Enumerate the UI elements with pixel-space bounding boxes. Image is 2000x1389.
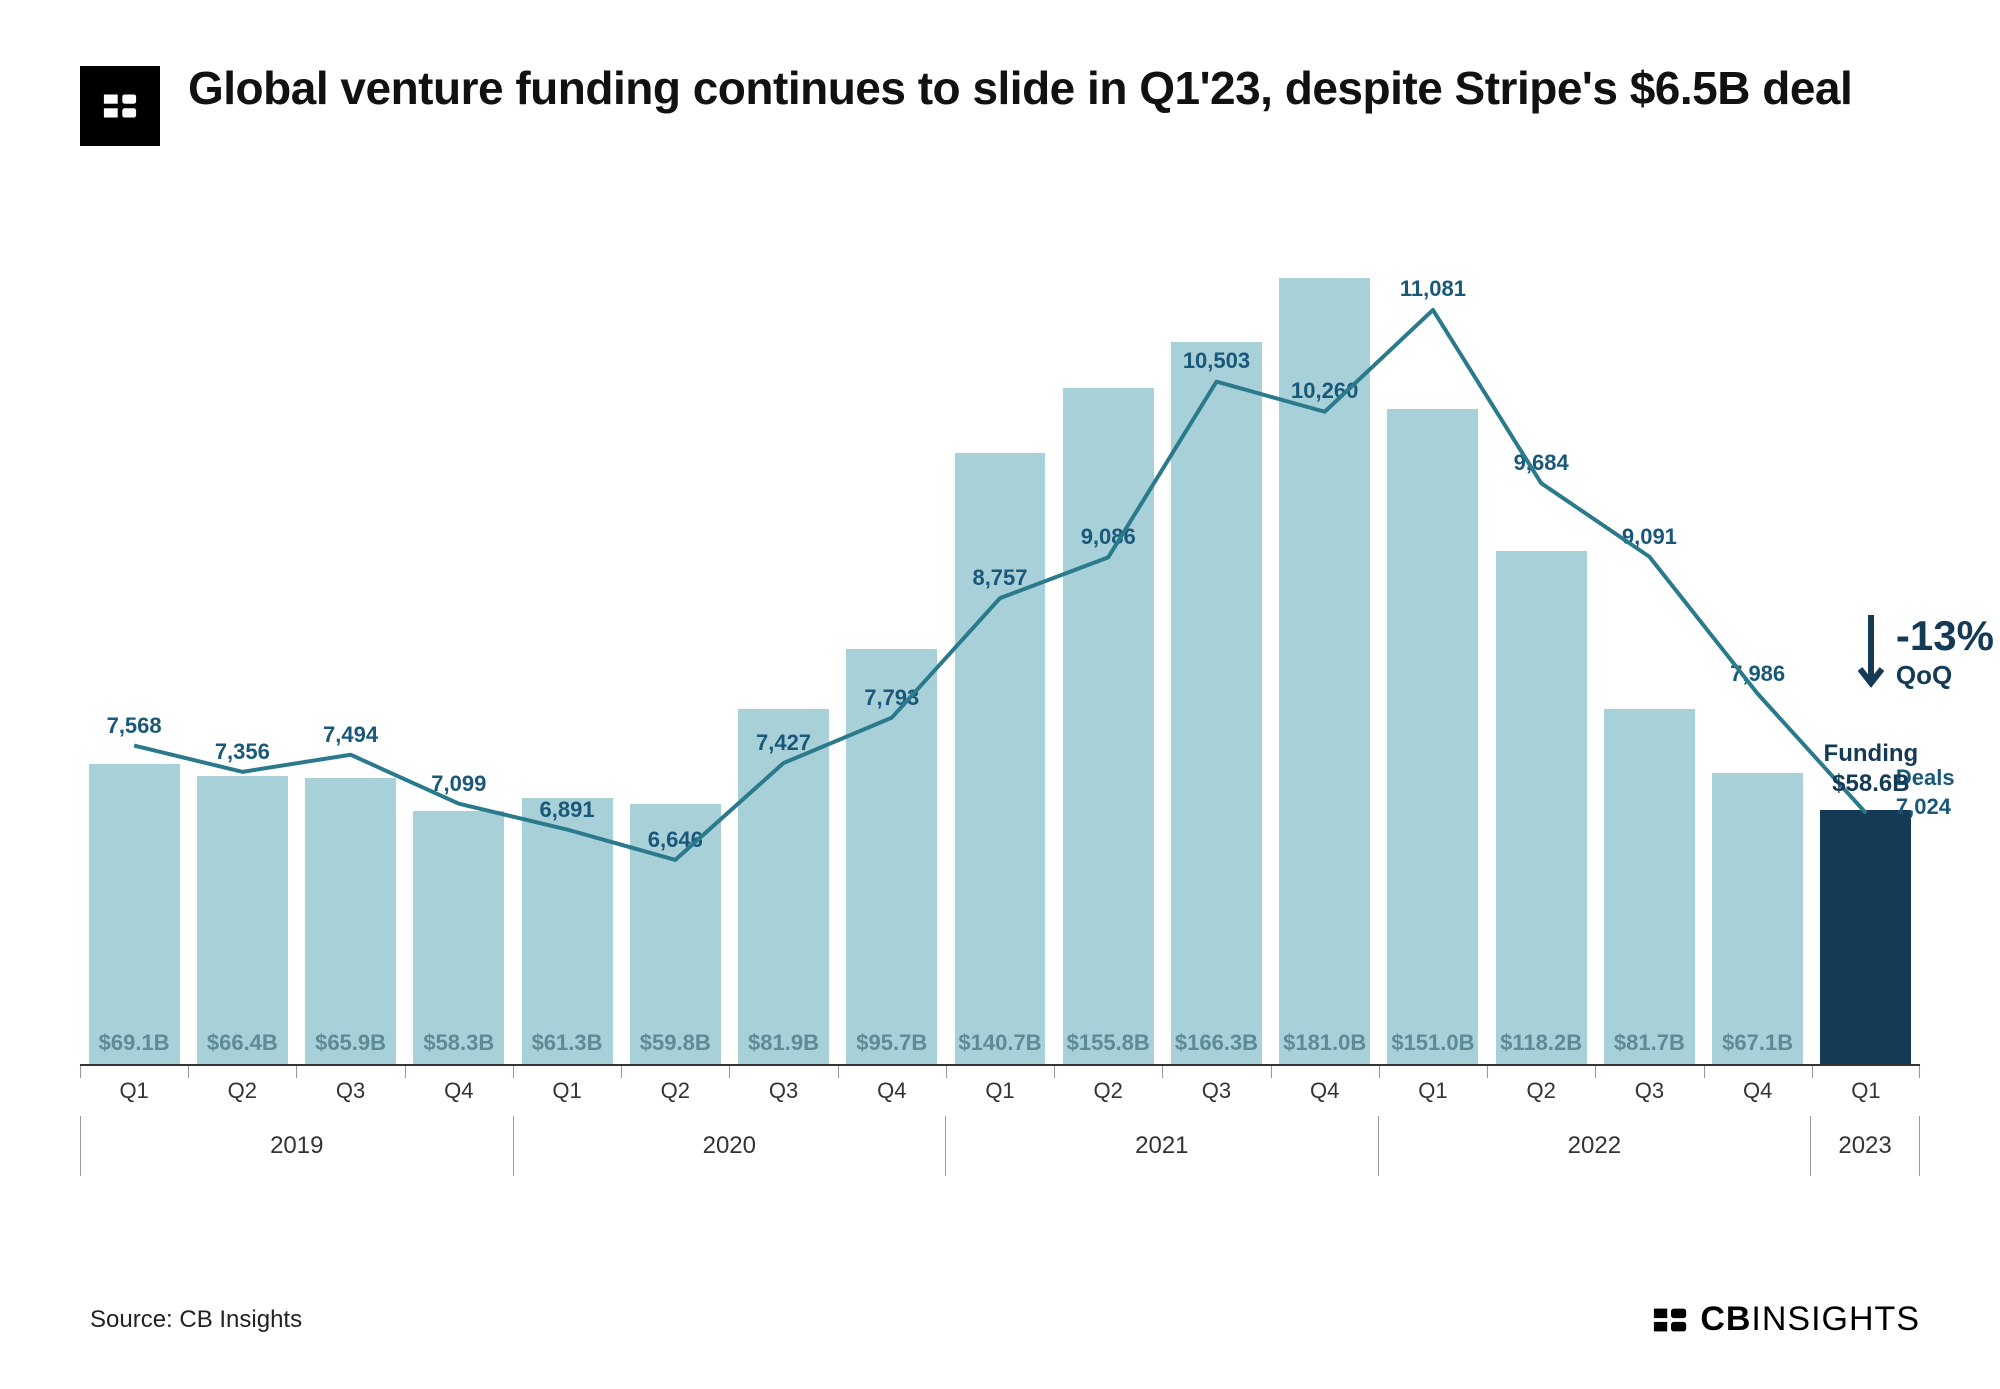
bar-value-label: $58.3B bbox=[413, 1030, 504, 1056]
bar-value-label: $67.1B bbox=[1712, 1030, 1803, 1056]
bar-slot: $155.8B 9,086 bbox=[1054, 196, 1162, 1064]
bar-slot: $66.4B 7,356 bbox=[188, 196, 296, 1064]
bar-slot: $181.0B 10,260 bbox=[1271, 196, 1379, 1064]
x-quarter-label: Q4 bbox=[1271, 1066, 1379, 1116]
x-quarter-label: Q3 bbox=[1595, 1066, 1703, 1116]
x-quarter-label: Q2 bbox=[1487, 1066, 1595, 1116]
bar-value-label: $69.1B bbox=[89, 1030, 180, 1056]
deal-value-label: 9,684 bbox=[1487, 450, 1595, 476]
x-year-label: 2020 bbox=[513, 1116, 946, 1176]
x-quarter-label: Q2 bbox=[1054, 1066, 1162, 1116]
bar: $81.9B bbox=[738, 709, 829, 1064]
bar-value-label: $151.0B bbox=[1387, 1030, 1478, 1056]
x-year-label: 2021 bbox=[945, 1116, 1378, 1176]
bar: $155.8B bbox=[1063, 388, 1154, 1064]
brand-logo: CBINSIGHTS bbox=[1652, 1300, 1920, 1339]
bar-highlight bbox=[1820, 810, 1911, 1064]
bar-slot: $151.0B 11,081 bbox=[1379, 196, 1487, 1064]
x-year-label: 2022 bbox=[1378, 1116, 1811, 1176]
bar-value-label: $155.8B bbox=[1063, 1030, 1154, 1056]
bar-slot: $67.1B 7,986 bbox=[1704, 196, 1812, 1064]
bar: $67.1B bbox=[1712, 773, 1803, 1064]
bar: $65.9B bbox=[305, 778, 396, 1064]
bar-slot: $65.9B 7,494 bbox=[296, 196, 404, 1064]
bar: $151.0B bbox=[1387, 409, 1478, 1064]
x-quarter-label: Q1 bbox=[80, 1066, 188, 1116]
down-arrow-icon bbox=[1856, 611, 1886, 691]
x-quarter-label: Q1 bbox=[1379, 1066, 1487, 1116]
x-quarter-label: Q1 bbox=[513, 1066, 621, 1116]
bar-slot: $166.3B 10,503 bbox=[1162, 196, 1270, 1064]
bar-slot: $69.1B 7,568 bbox=[80, 196, 188, 1064]
chart-title: Global venture funding continues to slid… bbox=[188, 60, 1852, 118]
bar-slot: $59.8B 6,646 bbox=[621, 196, 729, 1064]
chart-area: $69.1B 7,568 $66.4B 7,356 $65.9B 7,494 $58.3B 7… bbox=[80, 196, 1920, 1176]
deal-value-label: 7,099 bbox=[405, 771, 513, 797]
bar: $140.7B bbox=[955, 453, 1046, 1064]
qoq-label: QoQ bbox=[1896, 660, 1994, 691]
bar-slot: $61.3B 6,891 bbox=[513, 196, 621, 1064]
deal-value-label: 11,081 bbox=[1379, 276, 1487, 302]
bar-value-label: $118.2B bbox=[1496, 1030, 1587, 1056]
bar-value-label: $81.9B bbox=[738, 1030, 829, 1056]
bar: $61.3B bbox=[522, 798, 613, 1064]
bar: $95.7B bbox=[846, 649, 937, 1064]
source-text: Source: CB Insights bbox=[90, 1306, 302, 1334]
bar-slot: $81.7B 9,091 bbox=[1595, 196, 1703, 1064]
x-quarter-label: Q3 bbox=[1162, 1066, 1270, 1116]
x-quarter-label: Q3 bbox=[729, 1066, 837, 1116]
deal-value-label: 7,494 bbox=[296, 722, 404, 748]
x-quarter-label: Q3 bbox=[296, 1066, 404, 1116]
deal-value-label: 10,503 bbox=[1162, 348, 1270, 374]
x-quarter-label: Q4 bbox=[1704, 1066, 1812, 1116]
x-quarter-label: Q4 bbox=[405, 1066, 513, 1116]
x-quarter-label: Q2 bbox=[188, 1066, 296, 1116]
funding-end-value: $58.6B bbox=[1811, 769, 1931, 799]
deal-value-label: 7,793 bbox=[838, 685, 946, 711]
bar-value-label: $65.9B bbox=[305, 1030, 396, 1056]
bar-value-label: $59.8B bbox=[630, 1030, 721, 1056]
x-quarter-label: Q4 bbox=[838, 1066, 946, 1116]
deal-value-label: 7,427 bbox=[729, 730, 837, 756]
bar-value-label: $181.0B bbox=[1279, 1030, 1370, 1056]
bar-value-label: $61.3B bbox=[522, 1030, 613, 1056]
funding-end-title: Funding bbox=[1811, 739, 1931, 769]
bar: $66.4B bbox=[197, 776, 288, 1064]
bar-slot: $81.9B 7,427 bbox=[729, 196, 837, 1064]
x-year-label: 2019 bbox=[80, 1116, 513, 1176]
bar-value-label: $140.7B bbox=[955, 1030, 1046, 1056]
bar-slot: $140.7B 8,757 bbox=[946, 196, 1054, 1064]
deal-value-label: 7,568 bbox=[80, 713, 188, 739]
bar-slot: $95.7B 7,793 bbox=[838, 196, 946, 1064]
deal-value-label: 7,986 bbox=[1704, 661, 1812, 687]
funding-end-label: Funding$58.6B bbox=[1811, 739, 1931, 799]
deal-value-label: 9,091 bbox=[1595, 524, 1703, 550]
deal-value-label: 6,646 bbox=[621, 827, 729, 853]
bar-value-label: $95.7B bbox=[846, 1030, 937, 1056]
x-quarter-label: Q1 bbox=[946, 1066, 1054, 1116]
bar: $58.3B bbox=[413, 811, 504, 1064]
bar: $118.2B bbox=[1496, 551, 1587, 1064]
deal-value-label: 7,356 bbox=[188, 739, 296, 765]
cb-footer-icon bbox=[1652, 1301, 1690, 1339]
bar-value-label: $81.7B bbox=[1604, 1030, 1695, 1056]
deal-value-label: 9,086 bbox=[1054, 524, 1162, 550]
x-year-label: 2023 bbox=[1810, 1116, 1920, 1176]
qoq-percent: -13% bbox=[1896, 612, 1994, 660]
deal-value-label: 6,891 bbox=[513, 797, 621, 823]
bar-value-label: $166.3B bbox=[1171, 1030, 1262, 1056]
x-quarter-label: Q2 bbox=[621, 1066, 729, 1116]
bar: $69.1B bbox=[89, 764, 180, 1064]
x-quarter-label: Q1 bbox=[1812, 1066, 1920, 1116]
cb-logo-icon bbox=[80, 66, 160, 146]
bar: $166.3B bbox=[1171, 342, 1262, 1064]
bar-slot: $58.3B 7,099 bbox=[405, 196, 513, 1064]
bar-slot: $118.2B 9,684 bbox=[1487, 196, 1595, 1064]
bar: $81.7B bbox=[1604, 709, 1695, 1064]
deal-value-label: 10,260 bbox=[1271, 378, 1379, 404]
deal-value-label: 8,757 bbox=[946, 565, 1054, 591]
qoq-annotation: -13%QoQ bbox=[1856, 611, 1994, 691]
bar-value-label: $66.4B bbox=[197, 1030, 288, 1056]
